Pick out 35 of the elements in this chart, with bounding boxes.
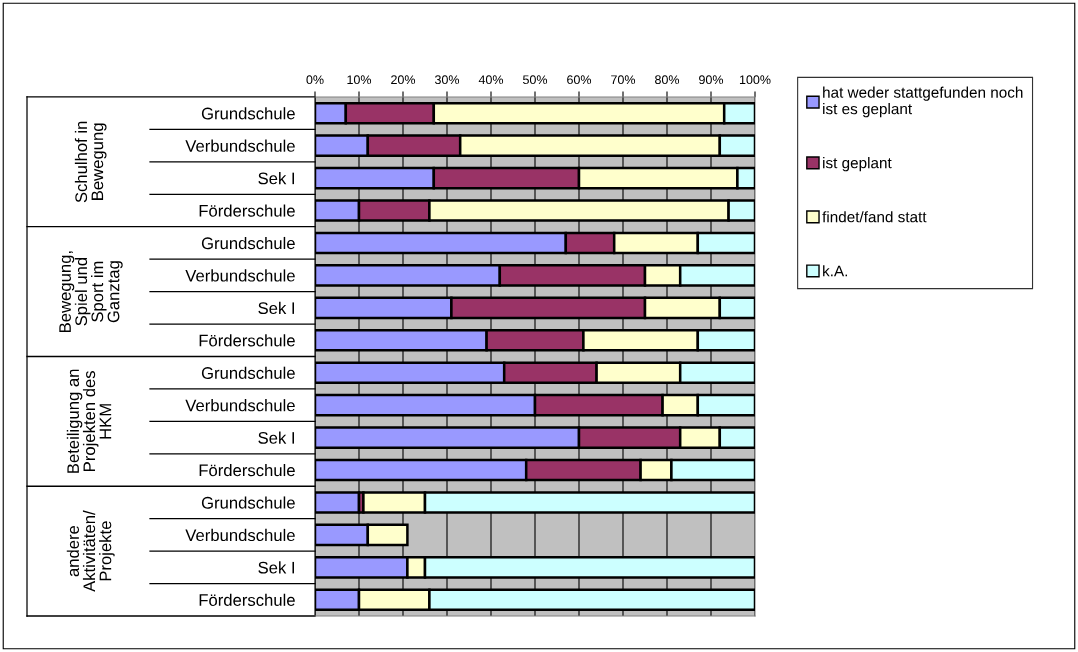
x-tick-label: 30%: [434, 75, 460, 85]
y-tick-label: Förderschule: [199, 334, 295, 347]
y-tick-label: Förderschule: [199, 204, 295, 217]
y-tick-label: Verbundschule: [185, 269, 295, 282]
x-tick-label: 50%: [522, 75, 548, 85]
x-tick-label: 10%: [347, 75, 372, 85]
y-tick-label: Verbundschule: [185, 139, 295, 152]
y-tick-label: Sek I: [258, 172, 295, 185]
x-tick-label: 0%: [306, 75, 324, 85]
y-tick-label: Förderschule: [199, 593, 295, 606]
y-tick-label: Sek I: [258, 561, 295, 574]
y-tick-label: Verbundschule: [185, 399, 295, 412]
legend-label: k.A.: [823, 265, 848, 277]
legend-label: hat weder stattgefunden noch ist es geplant: [823, 86, 1023, 118]
legend-label: findet/fand statt: [822, 211, 927, 223]
text: Schulhof in Bewegung: [74, 121, 107, 203]
text: andere Aktivitäten/ Projekte: [66, 510, 115, 592]
y-tick-label: Grundschule: [201, 107, 295, 120]
x-tick-label: 80%: [655, 75, 680, 85]
y-tick-label: Förderschule: [199, 463, 295, 477]
legend-label: ist geplant: [823, 157, 892, 172]
text: Bewegung, Spiel und Sport im Ganztag: [59, 251, 123, 332]
x-tick-label: 40%: [478, 75, 504, 85]
y-tick-label: Grundschule: [201, 496, 295, 509]
x-tick-label: 100%: [739, 75, 771, 85]
x-tick-label: 90%: [699, 75, 724, 85]
text: Beteiligung an Projekten des HKM: [66, 369, 112, 473]
y-tick-label: Grundschule: [201, 366, 295, 379]
y-tick-label: Grundschule: [201, 236, 295, 250]
x-tick-label: 60%: [567, 75, 592, 85]
x-tick-label: 20%: [391, 75, 416, 85]
y-tick-label: Verbundschule: [185, 528, 295, 542]
y-tick-label: Sek I: [258, 301, 295, 315]
x-tick-label: 70%: [611, 75, 636, 85]
y-tick-label: Sek I: [258, 431, 295, 444]
